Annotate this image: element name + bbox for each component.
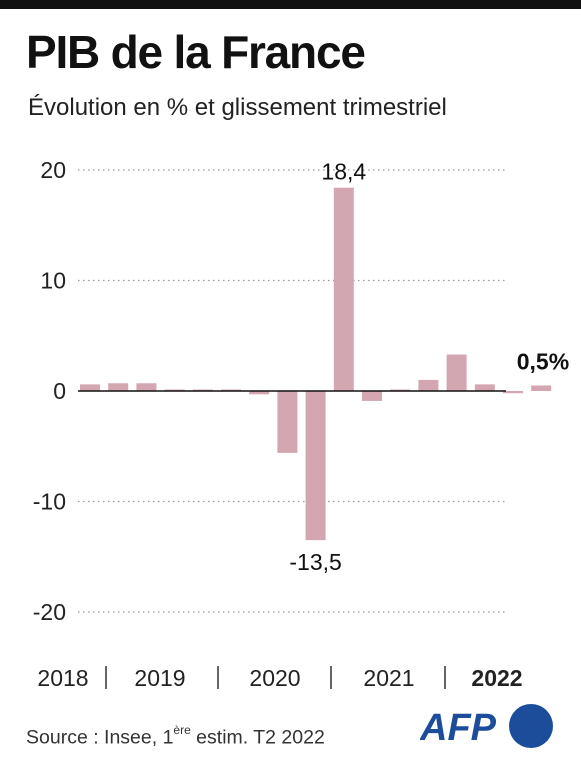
- afp-logo-circle: [509, 704, 553, 748]
- data-label: 18,4: [321, 159, 366, 185]
- x-axis-year-labels: 2018 2019 2020 2021 2022: [37, 665, 522, 691]
- bar-t1-2022: [503, 391, 523, 394]
- bars: [80, 187, 552, 541]
- y-tick-label: 0: [53, 378, 66, 404]
- gridlines: [78, 169, 506, 613]
- data-label: 0,5%: [517, 348, 569, 374]
- bar-t4-2019: [249, 391, 270, 395]
- year-label: 2020: [249, 665, 300, 691]
- bar-t2-2020: [305, 391, 326, 541]
- bar-t3-2020: [333, 187, 354, 391]
- bar-t3-2021: [446, 354, 467, 391]
- bar-t3-2018: [108, 383, 129, 391]
- year-label: 2018: [37, 665, 88, 691]
- chart-title: PIB de la France: [26, 26, 366, 78]
- bar-t4-2020: [362, 391, 382, 401]
- year-label: 2021: [363, 665, 414, 691]
- bar-t2-2018: [80, 384, 100, 391]
- data-label: -13,5: [289, 549, 341, 575]
- y-tick-label: -20: [33, 599, 66, 625]
- bar-t4-2018: [136, 383, 157, 391]
- source-superscript: ère: [173, 723, 191, 737]
- y-tick-label: 20: [40, 157, 66, 183]
- data-labels: -13,5 18,4 0,5%: [289, 159, 569, 575]
- source-prefix: Source : Insee, 1: [26, 726, 174, 749]
- chart-subtitle: Évolution en % et glissement trimestriel: [28, 94, 447, 121]
- afp-logo: AFP: [420, 704, 553, 749]
- top-bar: [0, 0, 581, 9]
- source-suffix: estim. T2 2022: [190, 726, 325, 749]
- bar-t2-2021: [418, 379, 439, 391]
- year-label: 2022: [471, 665, 522, 691]
- bar-t4-2021: [474, 384, 495, 391]
- afp-logo-text: AFP: [420, 707, 497, 749]
- y-tick-label: 10: [40, 268, 66, 294]
- bar-t2-2022: [531, 385, 552, 391]
- year-label: 2019: [134, 665, 185, 691]
- bar-t1-2020: [277, 391, 298, 453]
- y-axis-tick-labels: 20 10 0 -10 -20: [33, 157, 66, 625]
- source-note: Source : Insee, 1ère estim. T2 2022: [26, 718, 325, 752]
- y-tick-label: -10: [33, 489, 66, 515]
